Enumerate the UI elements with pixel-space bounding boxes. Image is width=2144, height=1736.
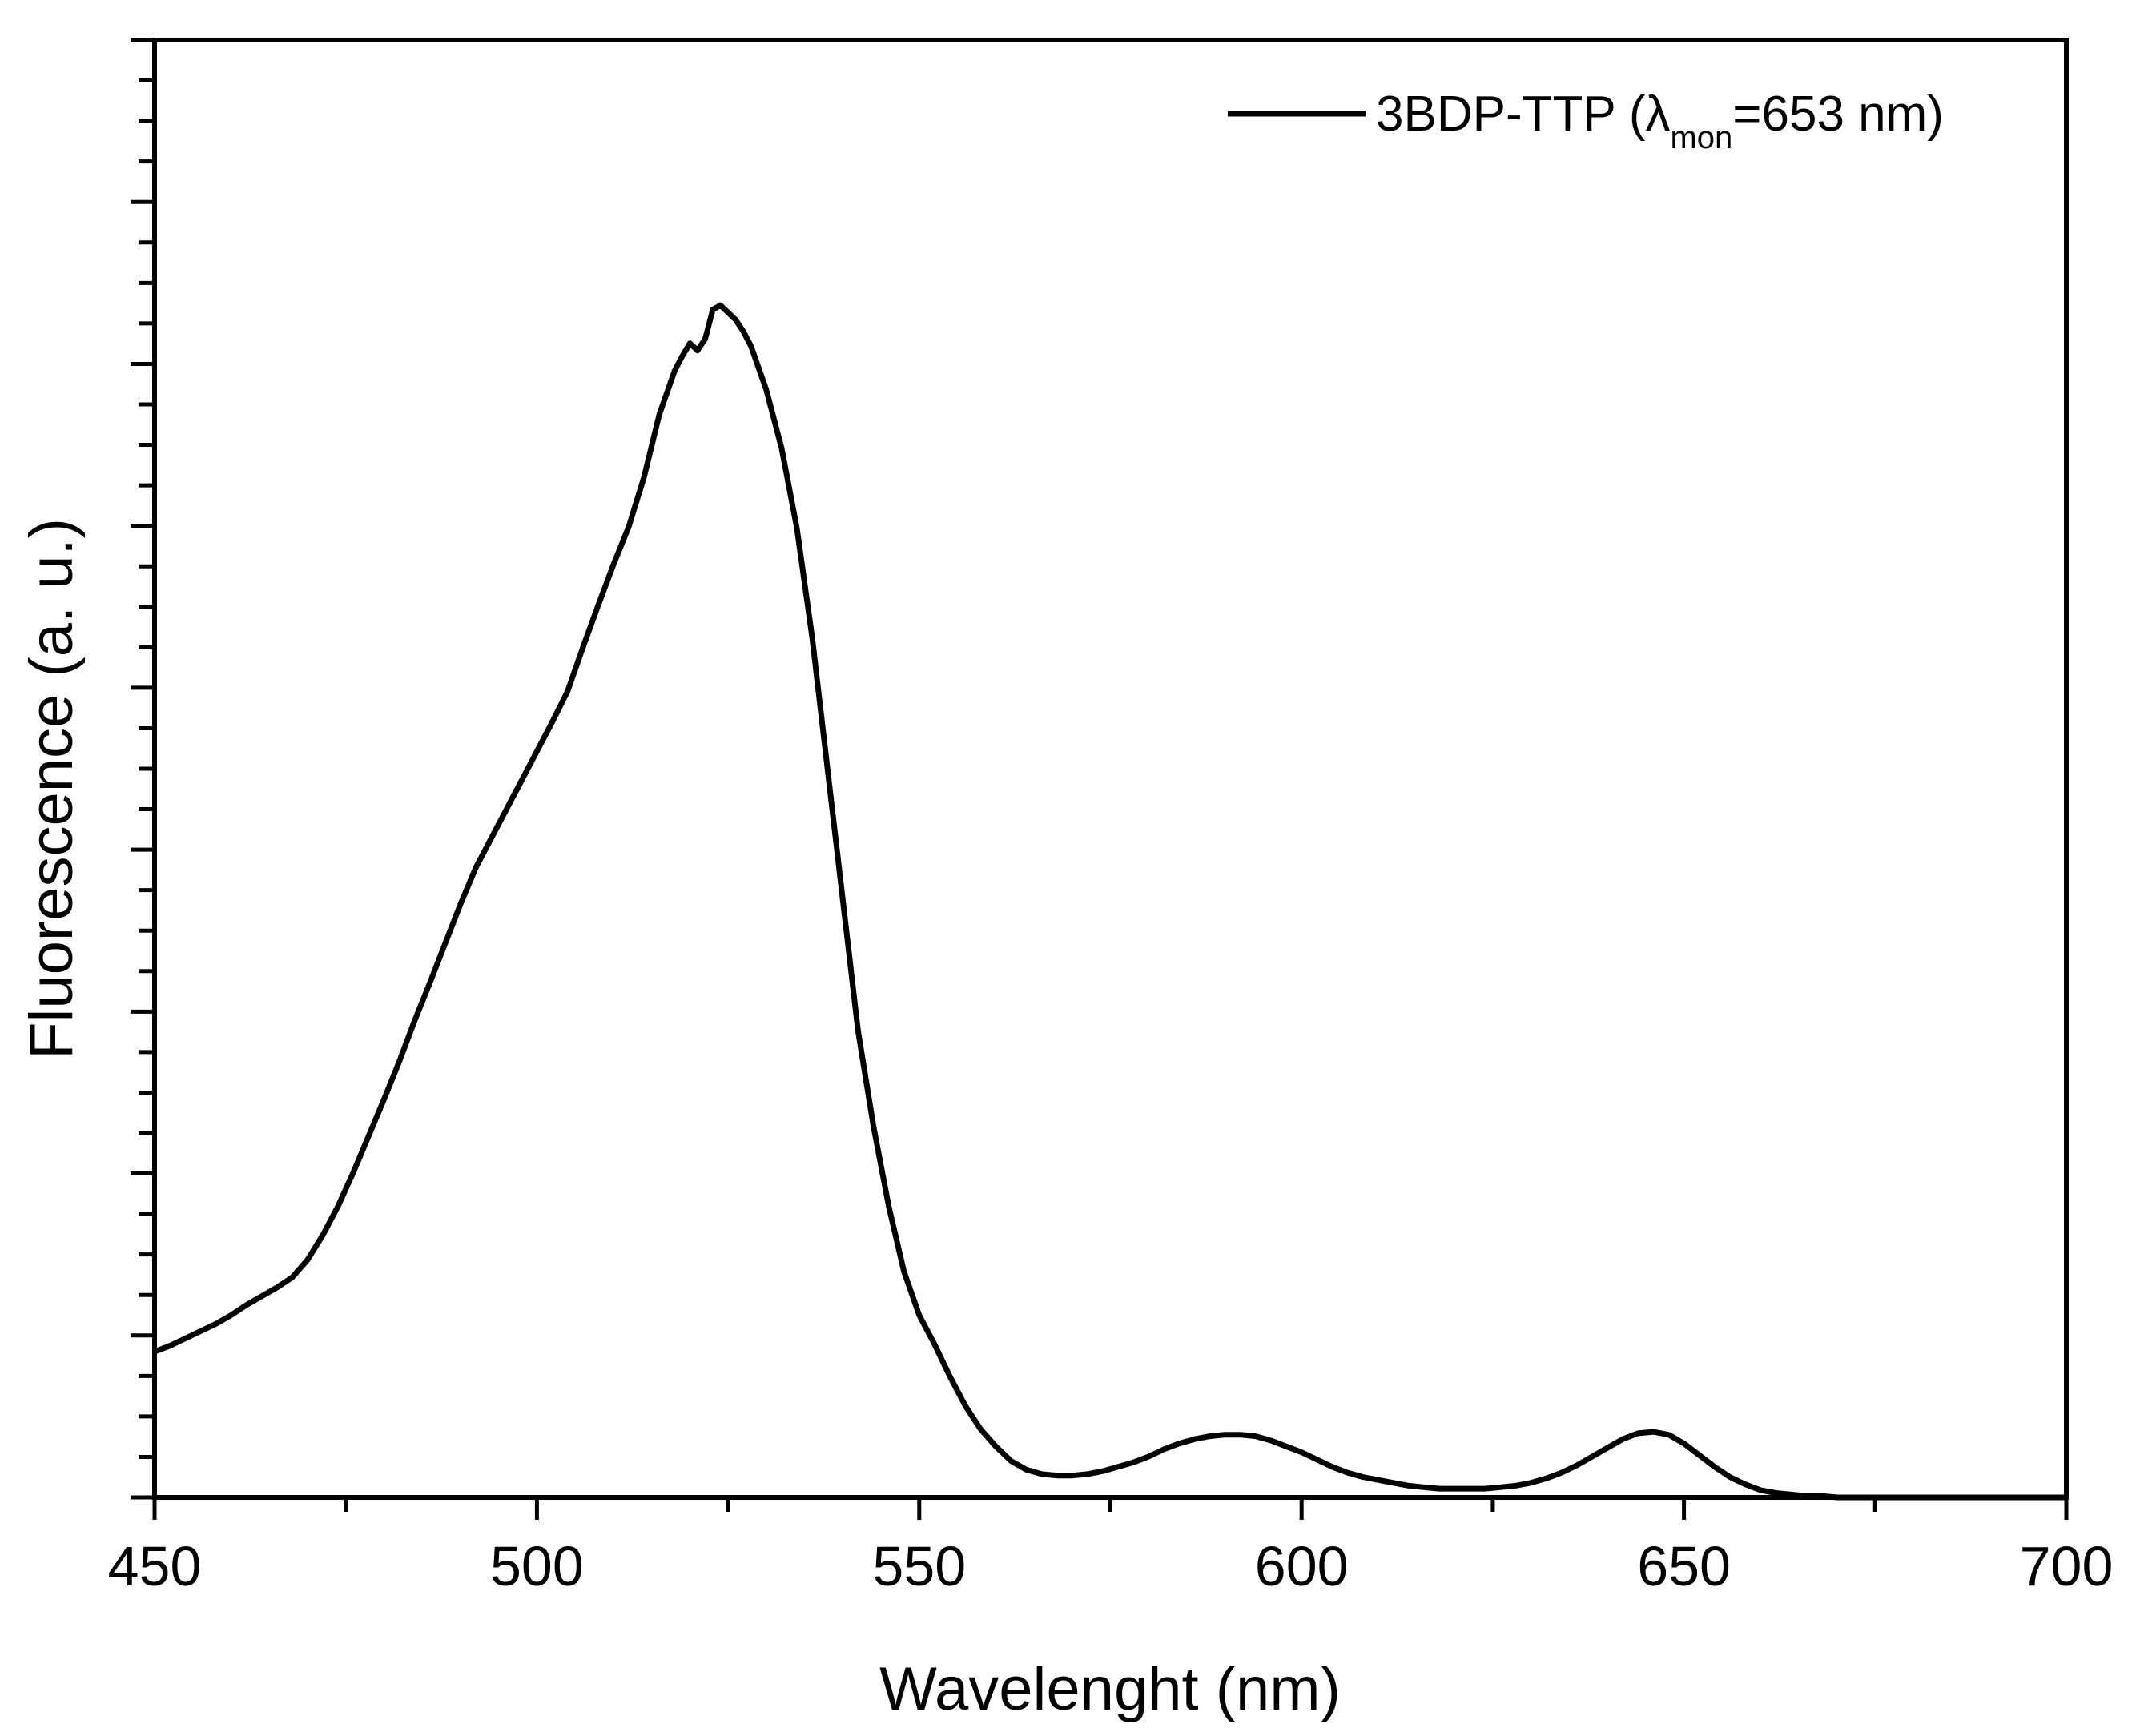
- x-tick-label: 550: [872, 1535, 966, 1597]
- legend-entry-suffix: =653 nm): [1732, 86, 1944, 142]
- x-ticks: [152, 1497, 2069, 1520]
- y-ticks: [131, 38, 155, 1500]
- legend-entry-subscript: mon: [1670, 120, 1732, 155]
- x-tick-label: 600: [1255, 1535, 1349, 1597]
- x-tick-label: 500: [490, 1535, 584, 1597]
- plot-frame: [152, 38, 2069, 1500]
- x-tick-label: 450: [108, 1535, 202, 1597]
- series-line-3bdp-ttp: [153, 302, 2066, 1501]
- legend: 3BDP-TTP (λmon=653 nm): [1228, 86, 1944, 155]
- legend-entry-prefix: 3BDP-TTP (λ: [1376, 86, 1670, 142]
- x-tick-labels: 450 500 550 600 650 700: [108, 1535, 2114, 1597]
- x-tick-label: 650: [1637, 1535, 1731, 1597]
- y-axis-label: Fluorescence (a. u.): [18, 518, 86, 1059]
- x-tick-label: 700: [2020, 1535, 2114, 1597]
- legend-entry: 3BDP-TTP (λmon=653 nm): [1376, 86, 1944, 155]
- x-axis-label: Wavelenght (nm): [879, 1655, 1341, 1723]
